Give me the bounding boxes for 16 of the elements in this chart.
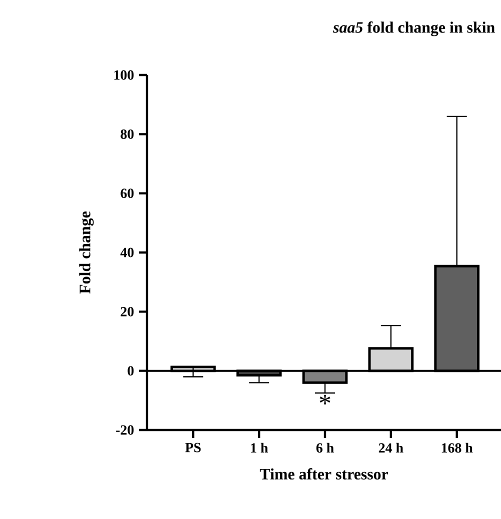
y-tick-label: 40 <box>120 248 134 258</box>
y-tick-label: 60 <box>120 188 134 198</box>
x-tick-label: PS <box>185 442 201 452</box>
annotation: * <box>320 394 330 404</box>
y-tick-label: -20 <box>116 425 134 435</box>
x-tick-label: 6 h <box>316 442 334 453</box>
chart-title: saa5 fold change in skin <box>332 21 495 36</box>
y-tick-label: 80 <box>120 129 134 139</box>
y-tick-label: 100 <box>114 70 134 80</box>
x-tick-label: 24 h <box>378 442 404 453</box>
x-tick-label: 1 h <box>251 442 268 453</box>
x-axis-title: Time after stressor <box>260 468 388 480</box>
x-tick-label: 168 h <box>442 442 473 453</box>
y-tick-label: 20 <box>120 306 134 316</box>
y-tick-label: 0 <box>128 366 134 376</box>
y-axis-title: Fold change <box>79 212 94 294</box>
